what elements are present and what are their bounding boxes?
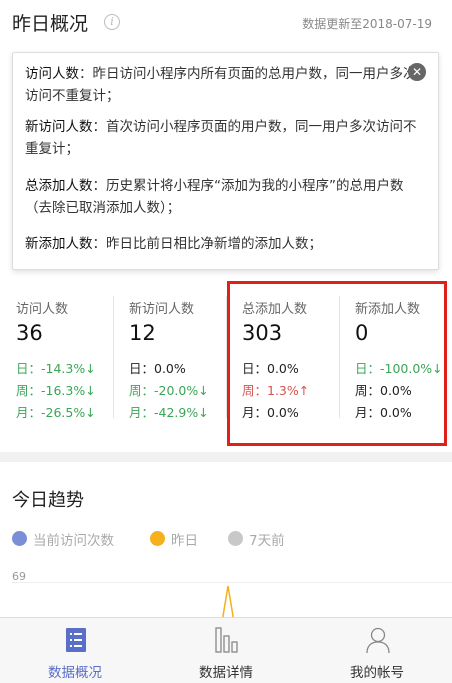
tooltip-item-new-added: 新添加人数：昨日比前日相比净新增的添加人数； (25, 236, 322, 252)
stat-label: 访问人数 (16, 302, 69, 317)
stat-day-change: 日：0.0% (242, 361, 299, 376)
highlight-box (227, 281, 447, 446)
stat-value: 12 (129, 321, 156, 345)
bar-chart-icon (215, 627, 238, 653)
stat-month-change: 月：0.0% (355, 405, 412, 420)
stat-day-change: 日：-100.0%↓ (355, 361, 443, 376)
update-time: 数据更新至2018-07-19 (302, 17, 432, 31)
info-icon[interactable]: i (104, 14, 120, 30)
stat-label: 新访问人数 (129, 302, 195, 317)
stat-visitors[interactable]: 访问人数 36 日：-14.3%↓ 周：-16.3%↓ 月：-26.5%↓ (0, 288, 113, 428)
trend-title: 今日趋势 (12, 490, 84, 511)
legend-dot-icon (12, 531, 27, 546)
stat-value: 0 (355, 321, 369, 345)
tooltip-item-total-added: 总添加人数：历史累计将小程序“添加为我的小程序”的总用户数（去除已取消添加人数）… (25, 178, 404, 216)
tab-label: 我的帐号 (350, 665, 404, 681)
stat-day-change: 日：0.0% (129, 361, 186, 376)
stat-value: 36 (16, 321, 43, 345)
stat-month-change: 月：-26.5%↓ (16, 405, 96, 420)
divider (113, 296, 114, 418)
tab-data-details[interactable]: 数据详情 (151, 618, 301, 683)
gridline (12, 582, 452, 583)
close-icon[interactable]: ✕ (408, 63, 426, 81)
stat-day-change: 日：-14.3%↓ (16, 361, 96, 376)
stat-month-change: 月：-42.9%↓ (129, 405, 209, 420)
stats-panel: 访问人数 36 日：-14.3%↓ 周：-16.3%↓ 月：-26.5%↓ 新访… (0, 288, 452, 438)
trend-line-yesterday (221, 585, 235, 622)
y-tick-label: 69 (12, 570, 26, 583)
tab-bar: 数据概况 数据详情 我的帐号 (0, 617, 452, 683)
stat-label: 总添加人数 (242, 302, 308, 317)
stat-week-change: 周：0.0% (355, 383, 412, 398)
user-icon (366, 627, 390, 654)
stat-month-change: 月：0.0% (242, 405, 299, 420)
tooltip-item-visitors: 访问人数：昨日访问小程序内所有页面的总用户数，同一用户多次访问不重复计； (25, 66, 417, 104)
stat-total-added[interactable]: 总添加人数 303 日：0.0% 周：1.3%↑ 月：0.0% (226, 288, 339, 428)
metric-explanation-tooltip: 访问人数：昨日访问小程序内所有页面的总用户数，同一用户多次访问不重复计； 新访问… (12, 52, 439, 270)
legend-dot-icon (150, 531, 165, 546)
stat-new-visitors[interactable]: 新访问人数 12 日：0.0% 周：-20.0%↓ 月：-42.9%↓ (113, 288, 226, 428)
header: 昨日概况 i 数据更新至2018-07-19 (0, 0, 452, 46)
stat-value: 303 (242, 321, 283, 345)
stat-week-change: 周：-20.0%↓ (129, 383, 209, 398)
section-divider (0, 452, 452, 462)
tab-label: 数据详情 (199, 665, 253, 681)
page-title: 昨日概况 (12, 13, 89, 35)
divider (226, 296, 227, 418)
stat-week-change: 周：1.3%↑ (242, 383, 310, 398)
divider (339, 296, 340, 418)
trend-chart (221, 585, 235, 622)
tooltip-item-new-visitors: 新访问人数：首次访问小程序页面的用户数，同一用户多次访问不重复计； (25, 119, 417, 157)
legend-dot-icon (228, 531, 243, 546)
list-icon (66, 628, 86, 652)
tab-data-overview[interactable]: 数据概况 (0, 618, 150, 683)
tab-label: 数据概况 (48, 665, 102, 681)
stat-week-change: 周：-16.3%↓ (16, 383, 96, 398)
stat-label: 新添加人数 (355, 302, 421, 317)
tab-my-account[interactable]: 我的帐号 (302, 618, 452, 683)
stat-new-added[interactable]: 新添加人数 0 日：-100.0%↓ 周：0.0% 月：0.0% (339, 288, 452, 428)
